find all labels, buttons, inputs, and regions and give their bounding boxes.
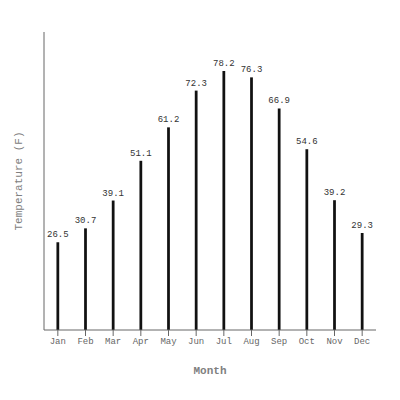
svg-text:Oct: Oct [299, 337, 315, 347]
svg-text:29.3: 29.3 [351, 221, 373, 231]
svg-text:78.2: 78.2 [213, 59, 235, 69]
svg-text:54.6: 54.6 [296, 137, 318, 147]
svg-text:Apr: Apr [133, 337, 149, 347]
svg-text:Month: Month [193, 365, 226, 377]
svg-text:Jul: Jul [216, 337, 232, 347]
svg-text:39.1: 39.1 [102, 189, 124, 199]
svg-text:66.9: 66.9 [268, 96, 290, 106]
svg-text:76.3: 76.3 [241, 65, 263, 75]
svg-text:Feb: Feb [77, 337, 93, 347]
svg-text:Aug: Aug [243, 337, 259, 347]
svg-text:51.1: 51.1 [130, 149, 152, 159]
svg-text:Jun: Jun [188, 337, 204, 347]
svg-text:61.2: 61.2 [158, 115, 180, 125]
svg-text:39.2: 39.2 [324, 188, 346, 198]
svg-text:30.7: 30.7 [75, 216, 97, 226]
svg-text:Mar: Mar [105, 337, 121, 347]
svg-text:72.3: 72.3 [185, 79, 207, 89]
svg-text:Temperature (F): Temperature (F) [13, 131, 25, 230]
svg-text:Sep: Sep [271, 337, 287, 347]
svg-text:Dec: Dec [354, 337, 370, 347]
svg-text:Jan: Jan [50, 337, 66, 347]
svg-text:Nov: Nov [326, 337, 343, 347]
svg-text:26.5: 26.5 [47, 230, 69, 240]
svg-text:May: May [160, 337, 177, 347]
